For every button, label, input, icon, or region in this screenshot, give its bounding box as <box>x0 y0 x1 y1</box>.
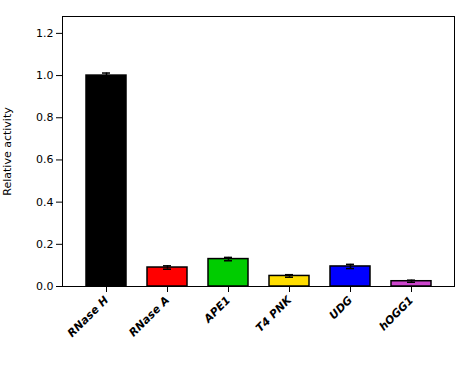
svg-text:1.0: 1.0 <box>36 69 54 82</box>
svg-text:hOGG1: hOGG1 <box>377 294 417 334</box>
svg-text:UDG: UDG <box>327 294 355 322</box>
svg-text:0.8: 0.8 <box>36 111 54 124</box>
svg-text:1.2: 1.2 <box>36 27 54 40</box>
svg-text:0.0: 0.0 <box>36 280 54 293</box>
svg-text:0.4: 0.4 <box>36 196 54 209</box>
svg-text:Relative activity: Relative activity <box>1 107 14 196</box>
svg-text:RNase A: RNase A <box>127 294 173 340</box>
svg-text:APE1: APE1 <box>201 294 233 326</box>
svg-text:0.6: 0.6 <box>36 153 54 166</box>
svg-text:T4 PNK: T4 PNK <box>253 293 295 335</box>
svg-text:0.2: 0.2 <box>36 238 54 251</box>
svg-text:RNase H: RNase H <box>65 294 111 340</box>
